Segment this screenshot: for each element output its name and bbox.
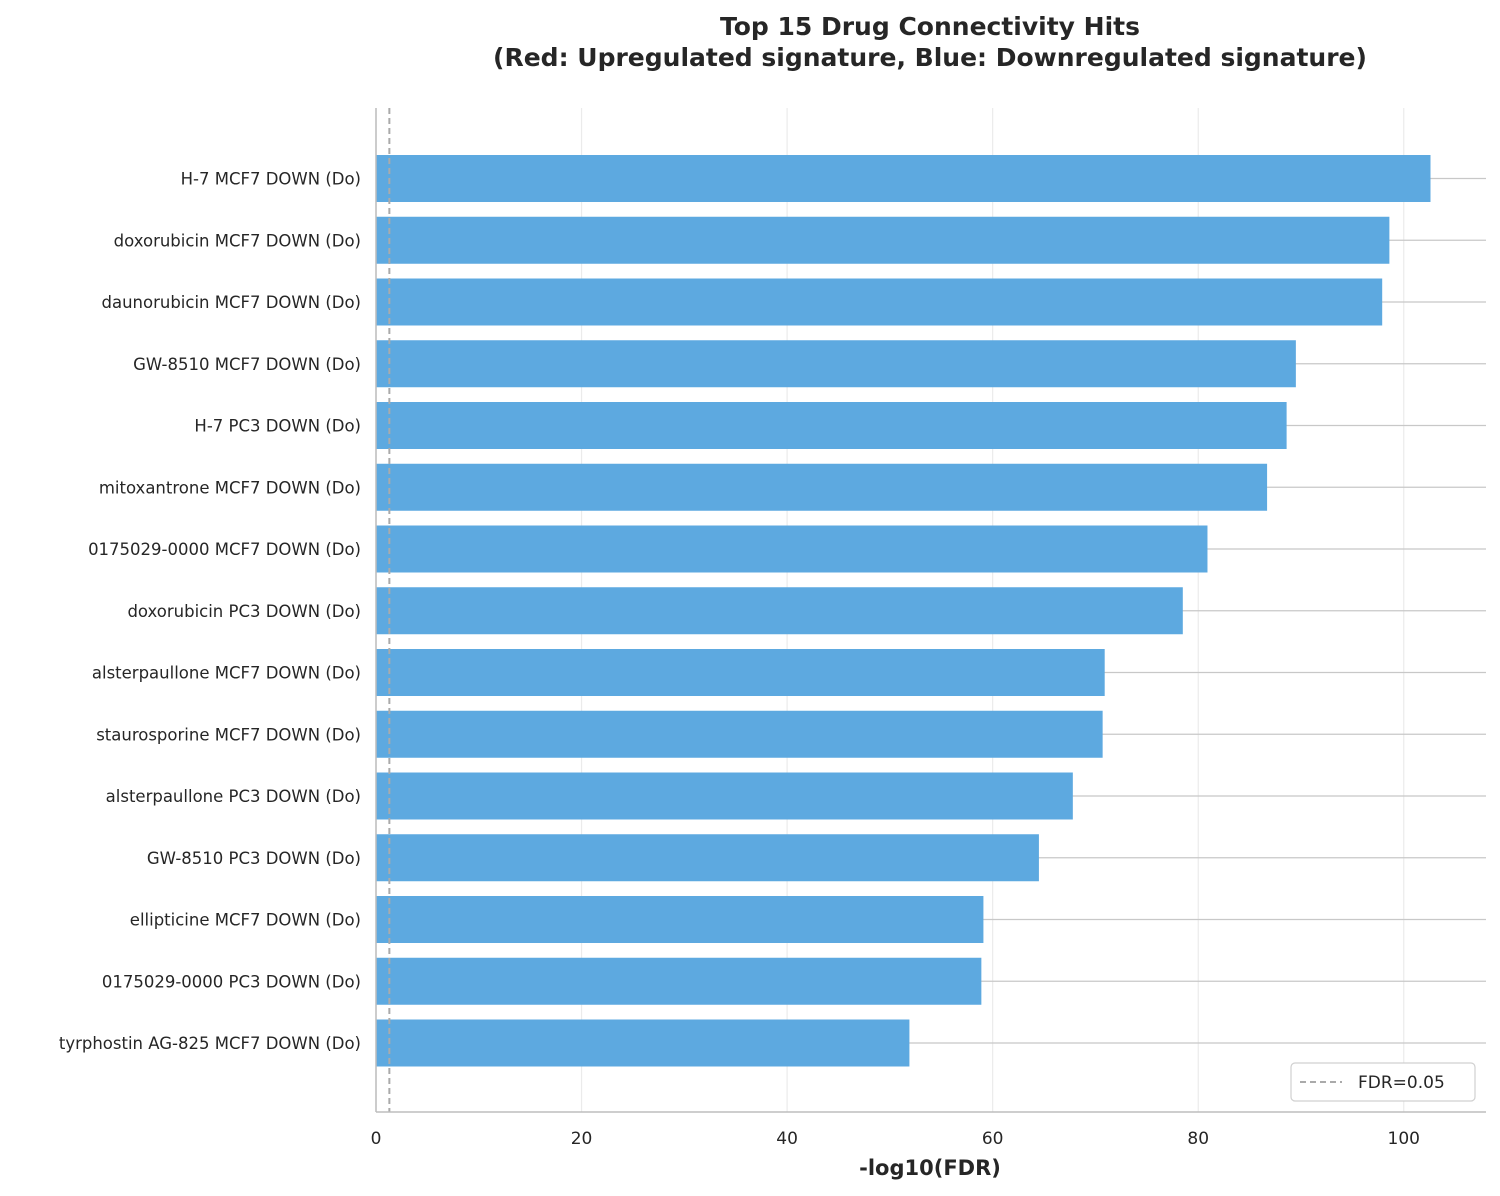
x-tick-label: 40 [776, 1129, 798, 1149]
x-tick-label: 0 [371, 1129, 382, 1149]
category-label: staurosporine MCF7 DOWN (Do) [96, 725, 361, 744]
bar [376, 1019, 910, 1067]
category-labels: H-7 MCF7 DOWN (Do) doxorubicin MCF7 DOWN … [59, 170, 361, 1054]
bar [376, 155, 1431, 202]
bar [376, 216, 1390, 264]
category-label: GW-8510 MCF7 DOWN (Do) [133, 355, 361, 374]
category-label: mitoxantrone MCF7 DOWN (Do) [99, 478, 361, 497]
bar [376, 649, 1105, 696]
category-label: 0175029-0000 MCF7 DOWN (Do) [88, 540, 361, 559]
category-label: 0175029-0000 PC3 DOWN (Do) [102, 972, 361, 991]
category-label: H-7 PC3 DOWN (Do) [194, 417, 361, 436]
bar [376, 278, 1383, 326]
category-label: doxorubicin MCF7 DOWN (Do) [114, 231, 361, 250]
bar [376, 340, 1296, 388]
bar [376, 957, 982, 1005]
category-label: ellipticine MCF7 DOWN (Do) [130, 911, 361, 930]
x-axis-title: -log10(FDR) [859, 1156, 1001, 1180]
x-tick-label: 20 [571, 1129, 593, 1149]
category-label: daunorubicin MCF7 DOWN (Do) [101, 293, 361, 312]
bar [376, 463, 1268, 511]
x-tick-label: 100 [1388, 1129, 1420, 1149]
x-tick-label: 80 [1187, 1129, 1209, 1149]
category-label: H-7 MCF7 DOWN (Do) [181, 170, 361, 189]
x-tick-labels: 0 20 40 60 80 100 [371, 1129, 1420, 1149]
bar [376, 525, 1208, 573]
legend: FDR=0.05 [1290, 1062, 1476, 1102]
category-label: tyrphostin AG-825 MCF7 DOWN (Do) [59, 1034, 361, 1053]
bar [376, 402, 1287, 449]
bar [376, 896, 984, 943]
axes [375, 108, 1486, 1113]
bar [376, 587, 1183, 635]
legend-label: FDR=0.05 [1358, 1073, 1445, 1093]
chart-title: Top 15 Drug Connectivity Hits [720, 12, 1140, 41]
chart-subtitle: (Red: Upregulated signature, Blue: Downr… [493, 43, 1367, 72]
legend-box [1290, 1062, 1476, 1102]
category-label: GW-8510 PC3 DOWN (Do) [147, 849, 361, 868]
category-label: doxorubicin PC3 DOWN (Do) [127, 602, 361, 621]
category-label: alsterpaullone PC3 DOWN (Do) [106, 787, 361, 806]
category-label: alsterpaullone MCF7 DOWN (Do) [92, 664, 361, 683]
bars [376, 155, 1431, 1067]
bar [376, 772, 1073, 820]
bar [376, 834, 1039, 882]
x-tick-label: 60 [982, 1129, 1004, 1149]
bar [376, 710, 1103, 758]
